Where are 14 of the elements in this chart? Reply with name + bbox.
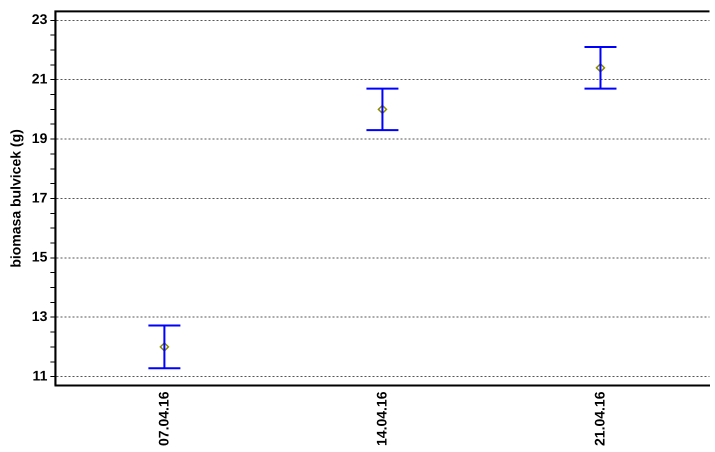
- x-tick-label: 21.04.16: [591, 391, 608, 446]
- y-tick-label: 21: [32, 70, 48, 87]
- x-tick-label: 07.04.16: [155, 391, 172, 446]
- y-tick-label: 23: [32, 11, 48, 28]
- point: [596, 63, 606, 73]
- y-axis-title: biomasa bulvicek (g): [7, 129, 24, 268]
- y-tick-label: 15: [32, 248, 48, 265]
- point: [160, 342, 170, 352]
- y-tick-label: 13: [32, 308, 48, 324]
- y-tick-label: 11: [32, 367, 48, 384]
- y-tick-label: 19: [32, 130, 48, 146]
- point: [378, 104, 388, 114]
- y-tick-label: 17: [32, 189, 48, 206]
- x-tick-label: 14.04.16: [373, 391, 390, 446]
